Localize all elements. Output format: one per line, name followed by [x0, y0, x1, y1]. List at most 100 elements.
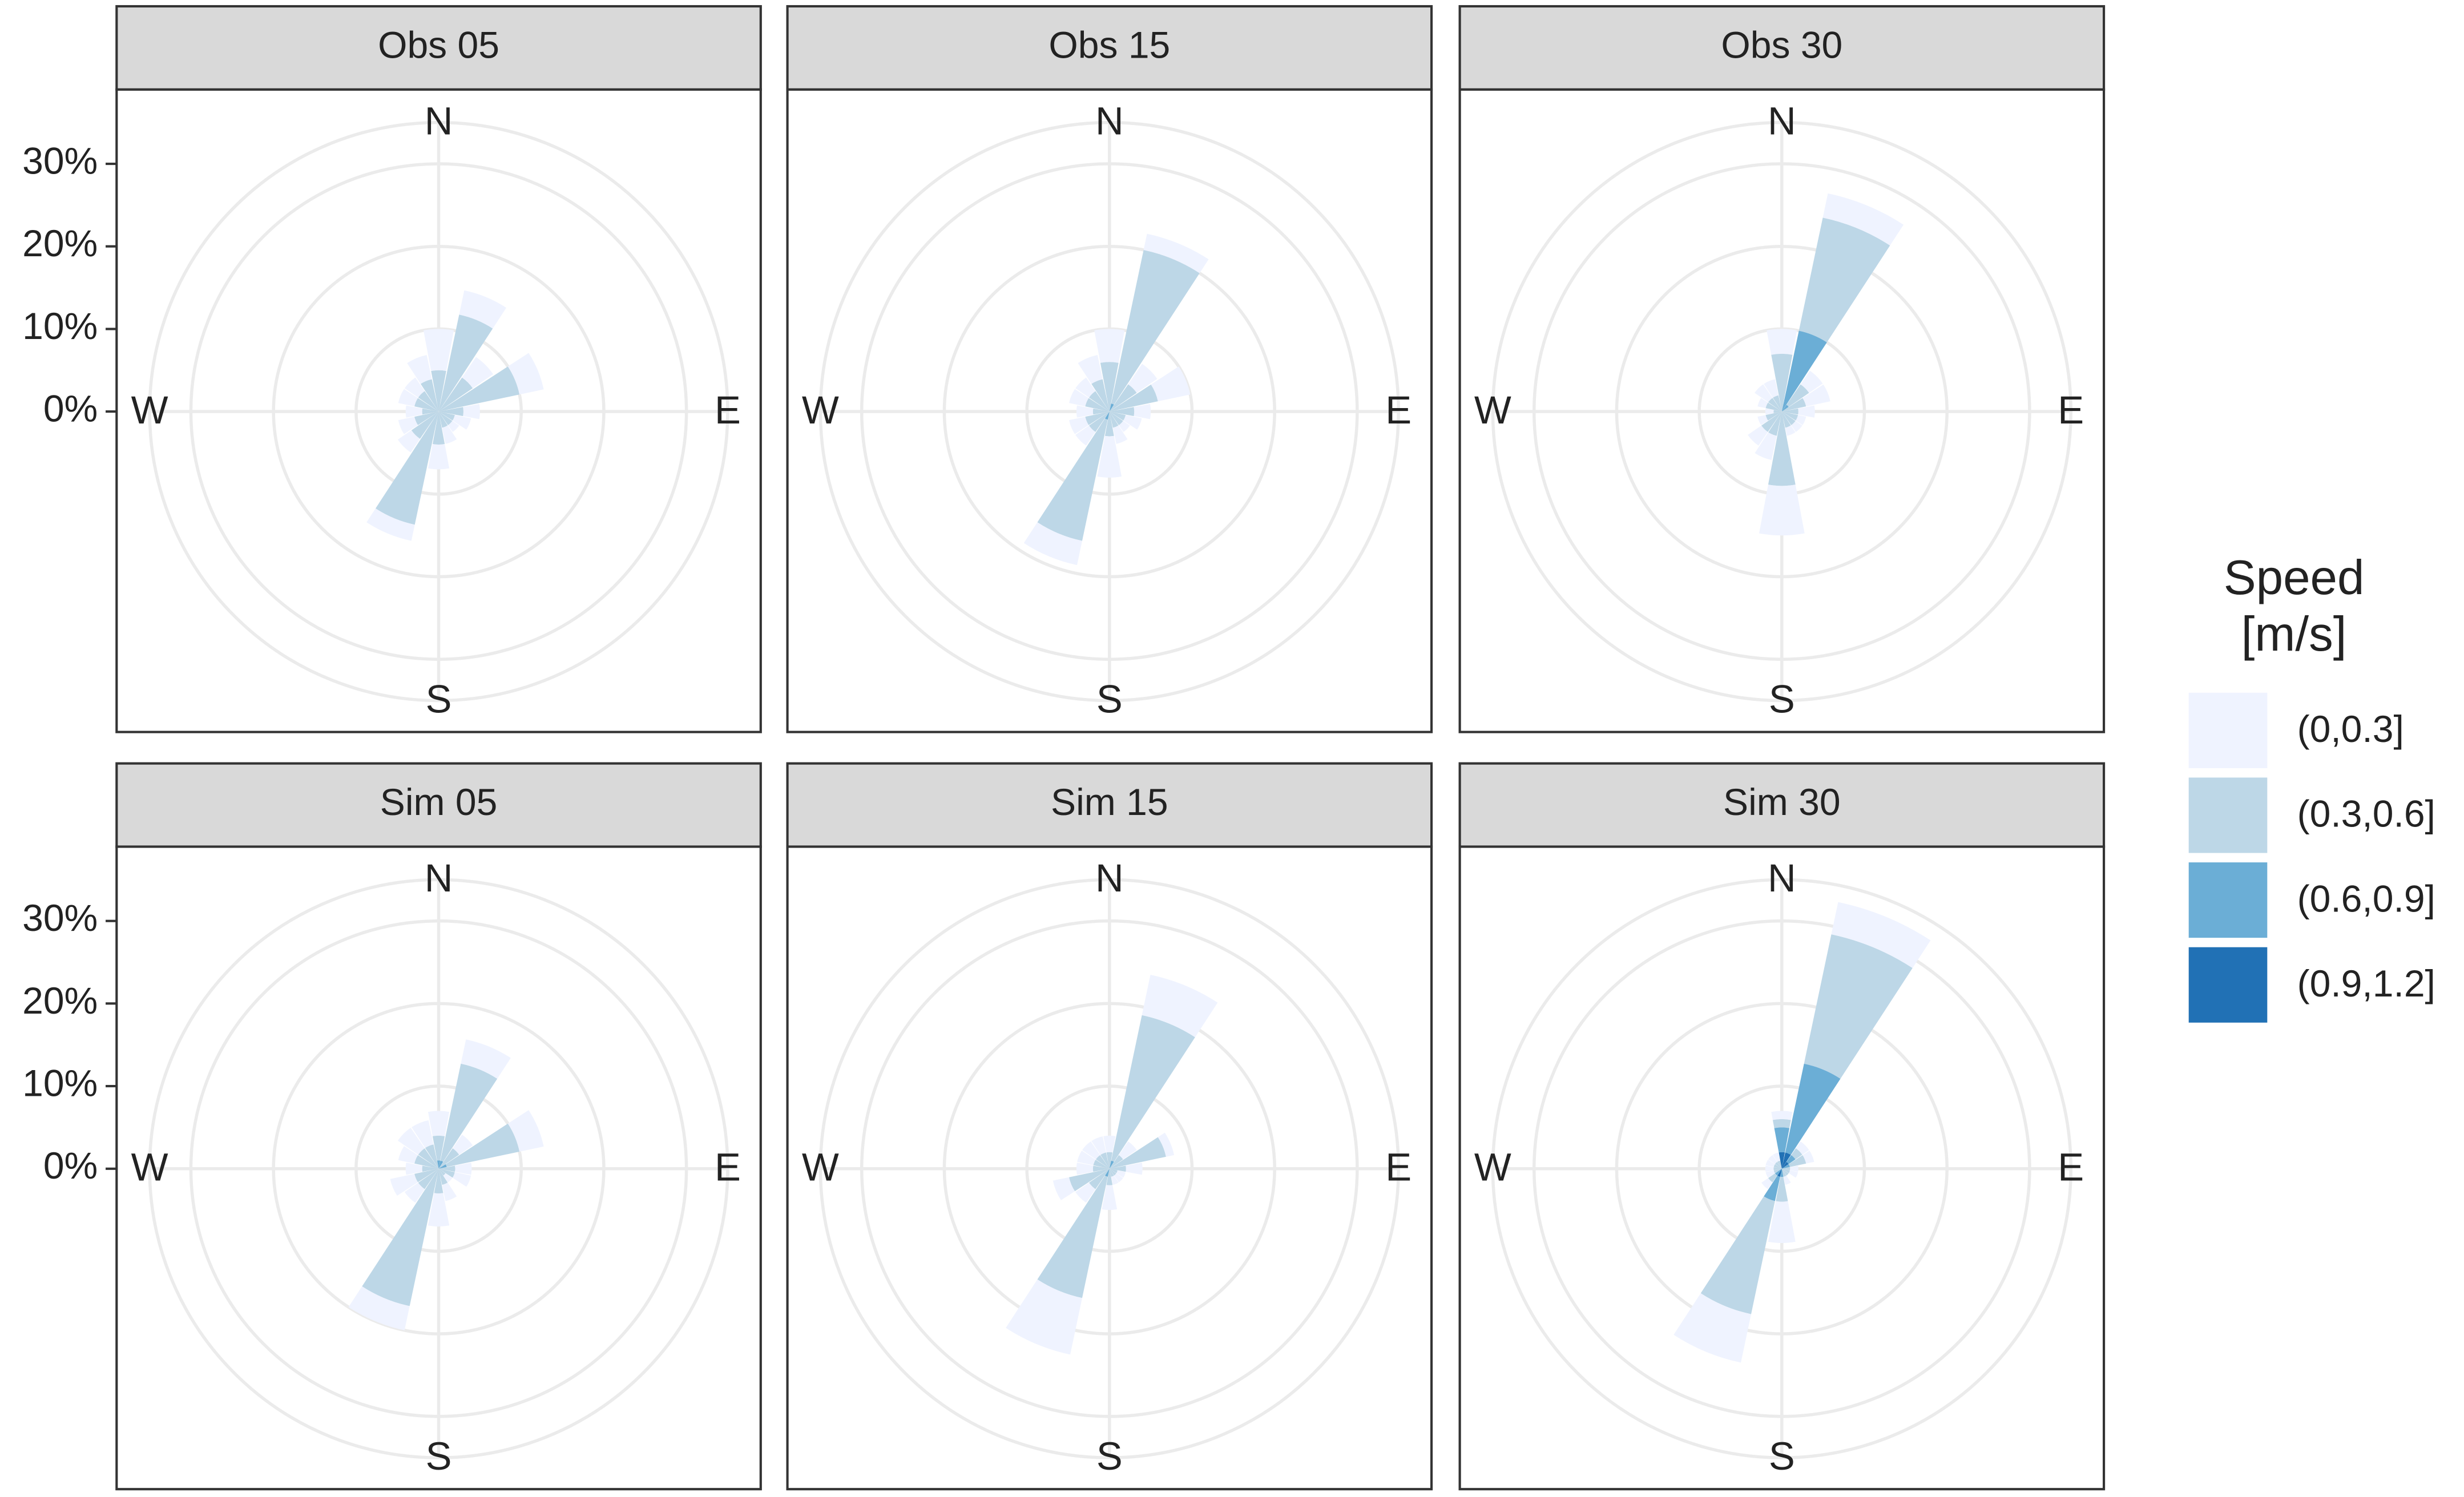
sector	[422, 1165, 439, 1172]
sector	[404, 1183, 425, 1203]
sector	[1776, 1176, 1788, 1202]
sector	[1764, 1175, 1780, 1201]
sector	[412, 1120, 434, 1148]
sector	[1777, 1168, 1782, 1177]
sector	[1765, 1165, 1774, 1172]
direction-label: W	[131, 388, 168, 432]
sector	[438, 411, 455, 421]
sector	[418, 391, 439, 412]
direction-label: S	[426, 1434, 452, 1478]
sector	[414, 411, 439, 425]
sector	[1822, 193, 1904, 246]
sector	[1765, 1159, 1775, 1167]
sector	[411, 411, 439, 439]
sector	[452, 1172, 471, 1187]
sector	[1783, 1175, 1791, 1185]
sector	[1785, 1063, 1841, 1155]
sector	[440, 1063, 498, 1162]
sector	[1796, 415, 1806, 425]
sector	[1085, 411, 1110, 425]
sector	[1781, 1161, 1789, 1169]
sector	[1791, 1148, 1802, 1160]
sector	[447, 421, 459, 432]
strip-title: Obs 30	[1721, 23, 1842, 66]
sector	[431, 370, 446, 412]
sector	[1077, 1151, 1096, 1165]
direction-label: W	[131, 1145, 168, 1189]
sector	[1757, 415, 1768, 425]
sector	[1069, 417, 1089, 434]
sector	[1006, 1279, 1082, 1355]
sector	[1052, 1177, 1075, 1201]
sector	[1773, 1167, 1782, 1171]
sector	[1775, 1161, 1782, 1169]
sector	[1023, 522, 1082, 566]
sector	[1106, 1168, 1113, 1185]
direction-label: N	[1095, 856, 1124, 900]
strip-title: Obs 05	[378, 23, 499, 66]
sector	[398, 1146, 418, 1164]
legend-title: Speed	[2224, 551, 2365, 605]
sector	[1796, 1141, 1809, 1155]
sector	[1790, 1165, 1798, 1172]
sector	[1123, 415, 1142, 430]
strip-title: Sim 15	[1051, 781, 1168, 823]
sector	[1781, 1168, 1786, 1177]
sector	[1126, 1163, 1143, 1175]
sector	[463, 403, 480, 419]
sector	[1791, 421, 1802, 432]
sector	[1037, 1175, 1108, 1298]
direction-label: N	[425, 99, 453, 143]
sector	[1109, 1168, 1116, 1176]
strip	[115, 5, 762, 91]
sector	[1779, 1152, 1785, 1169]
sector	[437, 1160, 441, 1169]
sector	[1109, 411, 1126, 421]
sector	[1798, 405, 1815, 418]
sector	[1093, 1159, 1110, 1169]
direction-label: S	[1096, 1434, 1123, 1478]
sector	[1109, 403, 1114, 412]
sector	[1100, 362, 1119, 412]
sector	[405, 405, 423, 418]
sector	[362, 1168, 439, 1306]
sector	[1076, 405, 1094, 418]
sector	[1781, 405, 1789, 412]
sector	[452, 415, 471, 430]
y-tick-label: 10%	[22, 305, 98, 347]
sector	[445, 1123, 520, 1167]
sector	[455, 1163, 472, 1175]
sector	[418, 1168, 439, 1189]
sector	[1788, 1170, 1798, 1178]
sector	[407, 355, 432, 384]
direction-label: E	[1385, 388, 1412, 432]
sector	[459, 290, 507, 329]
direction-label: N	[1095, 99, 1124, 143]
sector	[1764, 379, 1779, 398]
y-tick-label: 20%	[22, 979, 98, 1022]
sector	[1781, 398, 1806, 412]
sector	[1104, 411, 1114, 437]
sector	[1781, 411, 1791, 428]
sector	[1109, 1168, 1118, 1173]
sector	[1831, 902, 1931, 969]
sector	[1111, 1175, 1119, 1185]
sector	[1109, 384, 1158, 412]
sector	[1768, 1155, 1777, 1164]
sector	[1085, 398, 1110, 412]
sector	[1757, 398, 1768, 409]
sector	[1781, 411, 1796, 425]
sector	[1780, 1168, 1784, 1177]
sector	[1151, 366, 1191, 402]
sector	[425, 1144, 439, 1169]
direction-label: N	[1768, 856, 1796, 900]
sector	[1109, 1137, 1166, 1169]
sector	[1802, 1151, 1814, 1164]
sector	[1091, 1136, 1106, 1155]
sector	[453, 1135, 473, 1155]
sector	[1104, 1168, 1110, 1177]
direction-label: S	[1769, 1434, 1795, 1478]
sector	[1119, 421, 1130, 432]
sector	[507, 353, 544, 395]
